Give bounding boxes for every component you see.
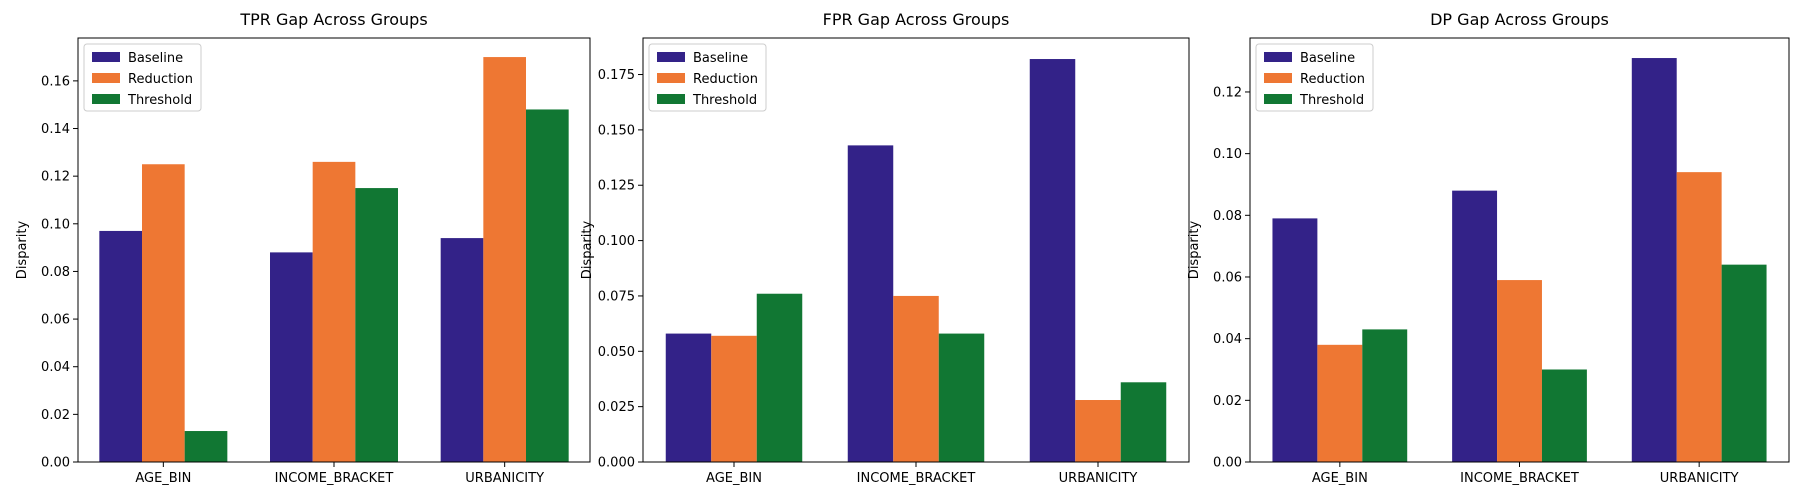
bar-threshold-urbanicity — [526, 109, 569, 463]
chart-panel-3: 0.00 0.02 0.04 0.06 0.08 0.10 0.12 AGE_BIN INCOM… — [1187, 10, 1790, 486]
y-axis-label: Disparity — [1187, 221, 1202, 280]
legend-swatch-baseline — [1264, 52, 1292, 62]
y-tick-label: 0.06 — [1213, 270, 1242, 285]
legend-swatch-reduction — [1264, 73, 1292, 83]
legend-label-reduction: Reduction — [128, 72, 193, 87]
y-tick-label: 0.125 — [598, 179, 635, 194]
y-tick-label: 0.00 — [1213, 456, 1242, 471]
legend: Baseline Reduction Threshold — [648, 43, 767, 112]
legend-label-baseline: Baseline — [128, 51, 183, 66]
chart-title: FPR Gap Across Groups — [823, 10, 1010, 29]
bar-baseline-age_bin — [1272, 218, 1318, 462]
legend-swatch-reduction — [92, 73, 120, 83]
y-tick-label: 0.12 — [1213, 85, 1242, 100]
bar-baseline-income_bracket — [847, 145, 894, 462]
bar-threshold-income_bracket — [355, 188, 398, 462]
bar-baseline-income_bracket — [270, 252, 313, 462]
y-tick-label: 0.175 — [598, 68, 635, 83]
bar-baseline-income_bracket — [1452, 190, 1498, 462]
legend: Baseline Reduction Threshold — [83, 43, 202, 112]
x-tick-label: URBANICITY — [465, 471, 544, 486]
x-tick-label: URBANICITY — [1660, 471, 1739, 486]
bar-baseline-urbanicity — [440, 238, 484, 462]
legend-label-baseline: Baseline — [1300, 51, 1355, 66]
y-tick-label: 0.08 — [1213, 209, 1242, 224]
bar-baseline-urbanicity — [1029, 59, 1076, 462]
legend-swatch-threshold — [92, 94, 120, 104]
bar-reduction-age_bin — [1317, 344, 1363, 462]
x-tick-label: INCOME_BRACKET — [1460, 471, 1579, 486]
y-axis-label: Disparity — [580, 221, 595, 280]
bar-baseline-age_bin — [99, 230, 142, 462]
y-tick-label: 0.10 — [1213, 147, 1242, 162]
bar-threshold-income_bracket — [938, 333, 985, 462]
bar-reduction-urbanicity — [1075, 400, 1121, 462]
chart-panel-1: 0.00 0.02 0.04 0.06 0.08 0.10 0.12 0.14 0.16 AGE_… — [15, 10, 591, 486]
y-tick-label: 0.00 — [41, 456, 70, 471]
legend-label-threshold: Threshold — [692, 93, 757, 108]
chart-title: TPR Gap Across Groups — [239, 10, 427, 29]
x-tick-label: AGE_BIN — [706, 471, 762, 486]
y-tick-label: 0.06 — [41, 313, 70, 328]
bar-reduction-income_bracket — [1497, 280, 1542, 462]
y-tick-label: 0.02 — [41, 408, 70, 423]
legend-swatch-threshold — [1264, 94, 1292, 104]
y-tick-label: 0.12 — [41, 170, 70, 185]
y-axis-label: Disparity — [15, 221, 30, 280]
y-tick-label: 0.025 — [598, 400, 635, 415]
bar-threshold-income_bracket — [1541, 369, 1587, 462]
legend-label-threshold: Threshold — [127, 93, 192, 108]
x-tick-label: INCOME_BRACKET — [857, 471, 976, 486]
y-tick-label: 0.14 — [41, 122, 70, 137]
bar-baseline-age_bin — [665, 333, 712, 462]
y-tick-label: 0.04 — [41, 360, 70, 375]
y-tick-label: 0.08 — [41, 265, 70, 280]
x-tick-label: URBANICITY — [1059, 471, 1138, 486]
bar-baseline-urbanicity — [1631, 58, 1677, 462]
y-tick-label: 0.04 — [1213, 332, 1242, 347]
x-tick-label: AGE_BIN — [1312, 471, 1368, 486]
bar-threshold-age_bin — [184, 431, 228, 462]
bar-threshold-age_bin — [1362, 329, 1408, 462]
legend-label-baseline: Baseline — [693, 51, 748, 66]
y-tick-label: 0.000 — [598, 456, 635, 471]
bar-reduction-income_bracket — [893, 295, 939, 462]
y-tick-label: 0.100 — [598, 234, 635, 249]
chart-title: DP Gap Across Groups — [1430, 10, 1609, 29]
y-tick-label: 0.150 — [598, 123, 635, 138]
chart-panel-2: 0.000 0.025 0.050 0.075 0.100 0.125 0.150 0.175… — [580, 10, 1190, 486]
x-tick-label: AGE_BIN — [135, 471, 191, 486]
y-tick-label: 0.16 — [41, 74, 70, 89]
legend: Baseline Reduction Threshold — [1255, 43, 1374, 112]
y-tick-label: 0.075 — [598, 289, 635, 304]
bar-threshold-urbanicity — [1721, 264, 1767, 462]
legend-label-threshold: Threshold — [1299, 93, 1364, 108]
bar-reduction-income_bracket — [312, 161, 356, 462]
bar-reduction-urbanicity — [483, 57, 526, 463]
bar-reduction-age_bin — [142, 164, 185, 462]
x-tick-label: INCOME_BRACKET — [275, 471, 394, 486]
legend-label-reduction: Reduction — [693, 72, 758, 87]
y-tick-label: 0.050 — [598, 345, 635, 360]
y-tick-label: 0.10 — [41, 217, 70, 232]
legend-swatch-baseline — [92, 52, 120, 62]
bar-reduction-age_bin — [711, 335, 757, 462]
legend-label-reduction: Reduction — [1300, 72, 1365, 87]
legend-swatch-threshold — [657, 94, 685, 104]
y-tick-label: 0.02 — [1213, 394, 1242, 409]
bar-threshold-age_bin — [756, 293, 803, 462]
bar-threshold-urbanicity — [1120, 382, 1167, 462]
legend-swatch-reduction — [657, 73, 685, 83]
legend-swatch-baseline — [657, 52, 685, 62]
bar-reduction-urbanicity — [1676, 172, 1722, 462]
